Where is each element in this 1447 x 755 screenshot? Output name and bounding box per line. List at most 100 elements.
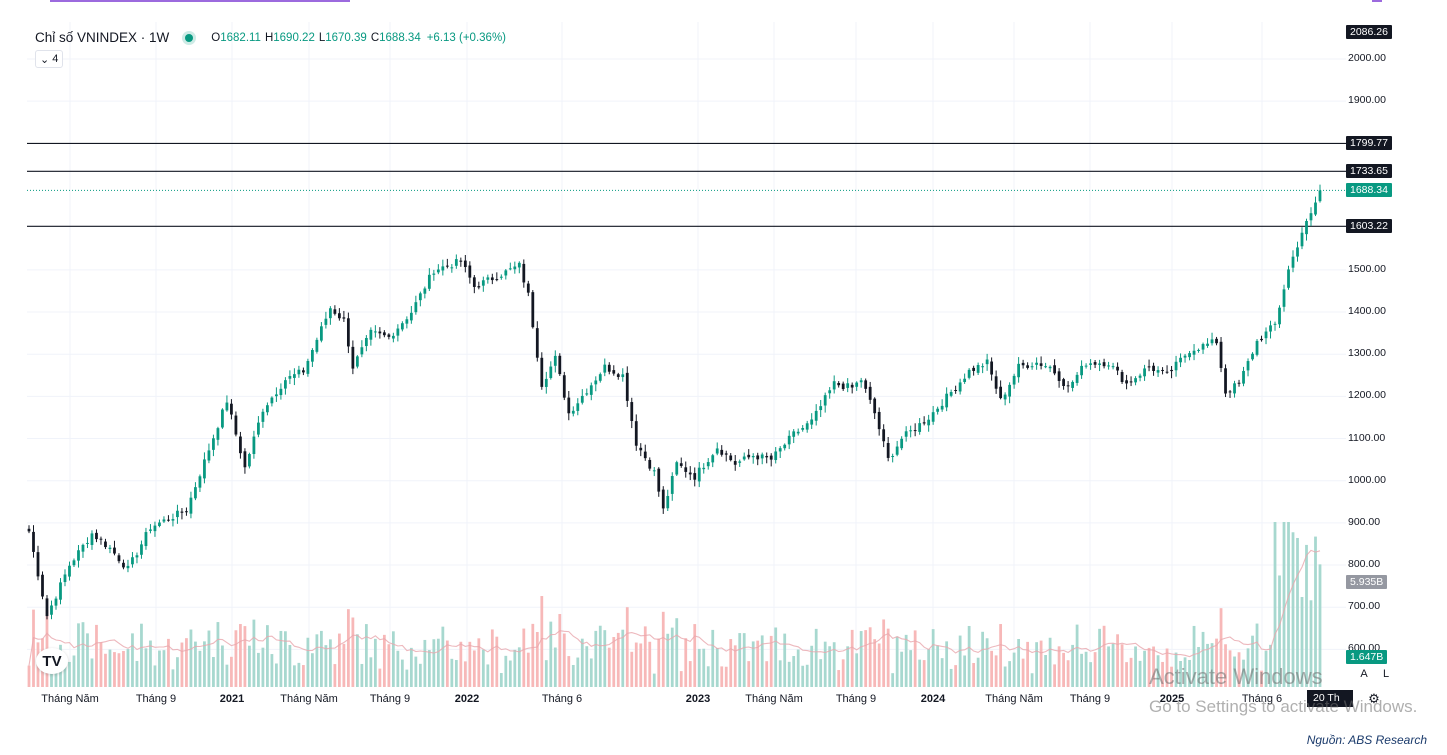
volume-bar [1224,644,1227,687]
volume-bar [855,653,859,687]
volume-bar [1192,625,1196,687]
candle-body [1314,202,1317,215]
volume-bar [1021,658,1025,687]
candle-body [59,582,62,600]
volume-bar [32,609,35,687]
candle-body [1057,371,1061,381]
candle-body [315,339,319,352]
volume-bar [549,621,553,687]
candle-body [234,415,238,435]
volume-bar [468,641,472,687]
chart-grid [27,22,1346,687]
volume-bar [364,624,368,687]
candle-body [873,398,877,414]
volume-bar [1228,650,1232,687]
price-tag-level-1: 1799.77 [1346,136,1392,150]
volume-bar [355,634,359,687]
auto-scale-button[interactable]: A [1360,668,1368,680]
candle-body [513,266,517,270]
volume-bar [149,640,152,687]
candle-body [355,356,359,367]
candle-body [1093,362,1097,365]
candle-body [972,367,976,371]
volume-bar [230,656,233,687]
candle-body [990,361,994,375]
log-scale-button[interactable]: L [1382,668,1390,680]
volume-bar [1255,623,1259,687]
candle-body [221,409,224,428]
candle-body [630,402,634,421]
volume-bar [315,634,319,687]
high-key: H [264,31,274,44]
volume-bar [140,623,143,687]
candle-body [459,260,463,262]
volume-bar [670,627,674,687]
volume-bar [801,665,805,687]
candle-body [1107,365,1110,367]
candle-body [135,555,139,558]
candle-body [396,328,400,336]
candle-body [1089,363,1092,365]
candle-body [598,374,602,381]
candle-body [963,378,967,382]
volume-bar [756,640,760,687]
candle-body [176,510,179,518]
time-axis-label: Tháng 9 [835,693,877,705]
candle-body [805,423,809,430]
candle-body [792,431,796,437]
volume-bar [266,625,269,687]
settings-gear-icon[interactable]: ⚙ [1368,691,1380,706]
candle-body [293,374,296,378]
volume-bar [86,633,89,687]
candle-body [580,395,584,403]
volume-bar [513,649,517,687]
indicator-count: 4 [52,53,59,65]
candle-body [859,380,863,383]
volume-bar [1170,666,1173,687]
price-tag-level-2: 1733.65 [1346,164,1392,178]
volume-bar [68,661,71,687]
candle-body [1305,220,1308,235]
volume-bar [963,655,967,687]
price-tag-level-3: 1603.22 [1346,219,1392,233]
volume-bar [104,653,107,687]
price-axis-label: 1200.00 [1348,389,1386,402]
time-axis-label: 2022 [454,693,480,705]
close-key: C [370,31,380,44]
volume-bar [302,665,305,687]
volume-bar [337,633,341,687]
volume-bar [207,630,211,687]
volume-bar [459,641,463,687]
candle-body [810,419,814,425]
candle-body [1242,370,1245,384]
candle-body [535,328,539,358]
candle-body [643,451,647,459]
candle-body [288,376,292,379]
volume-bar [720,666,724,687]
tradingview-logo-icon[interactable]: TV [36,648,68,674]
candle-body [257,422,260,435]
candle-body [657,468,661,492]
volume-bar [540,596,544,687]
symbol-title[interactable]: Chỉ số VNINDEX · 1W [35,30,170,45]
volume-bar [1161,661,1164,687]
candle-body [86,542,89,544]
candle-body [918,423,922,432]
indicators-collapse-button[interactable]: ⌄ 4 [35,50,64,68]
volume-bar [832,642,836,687]
time-axis-label: 2024 [920,693,946,705]
volume-bar [1116,634,1119,687]
volume-bar [535,632,539,687]
candle-body [765,456,769,458]
volume-bar [122,650,125,687]
volume-bar [1125,662,1128,687]
candle-body [1228,391,1232,393]
volume-bar [999,624,1003,687]
volume-bar [391,631,395,687]
current-time-label: 20 Th [1307,690,1353,707]
volume-bar [373,638,377,687]
candle-body [576,403,580,411]
volume-bar [1260,670,1263,687]
volume-bar [1183,657,1187,687]
